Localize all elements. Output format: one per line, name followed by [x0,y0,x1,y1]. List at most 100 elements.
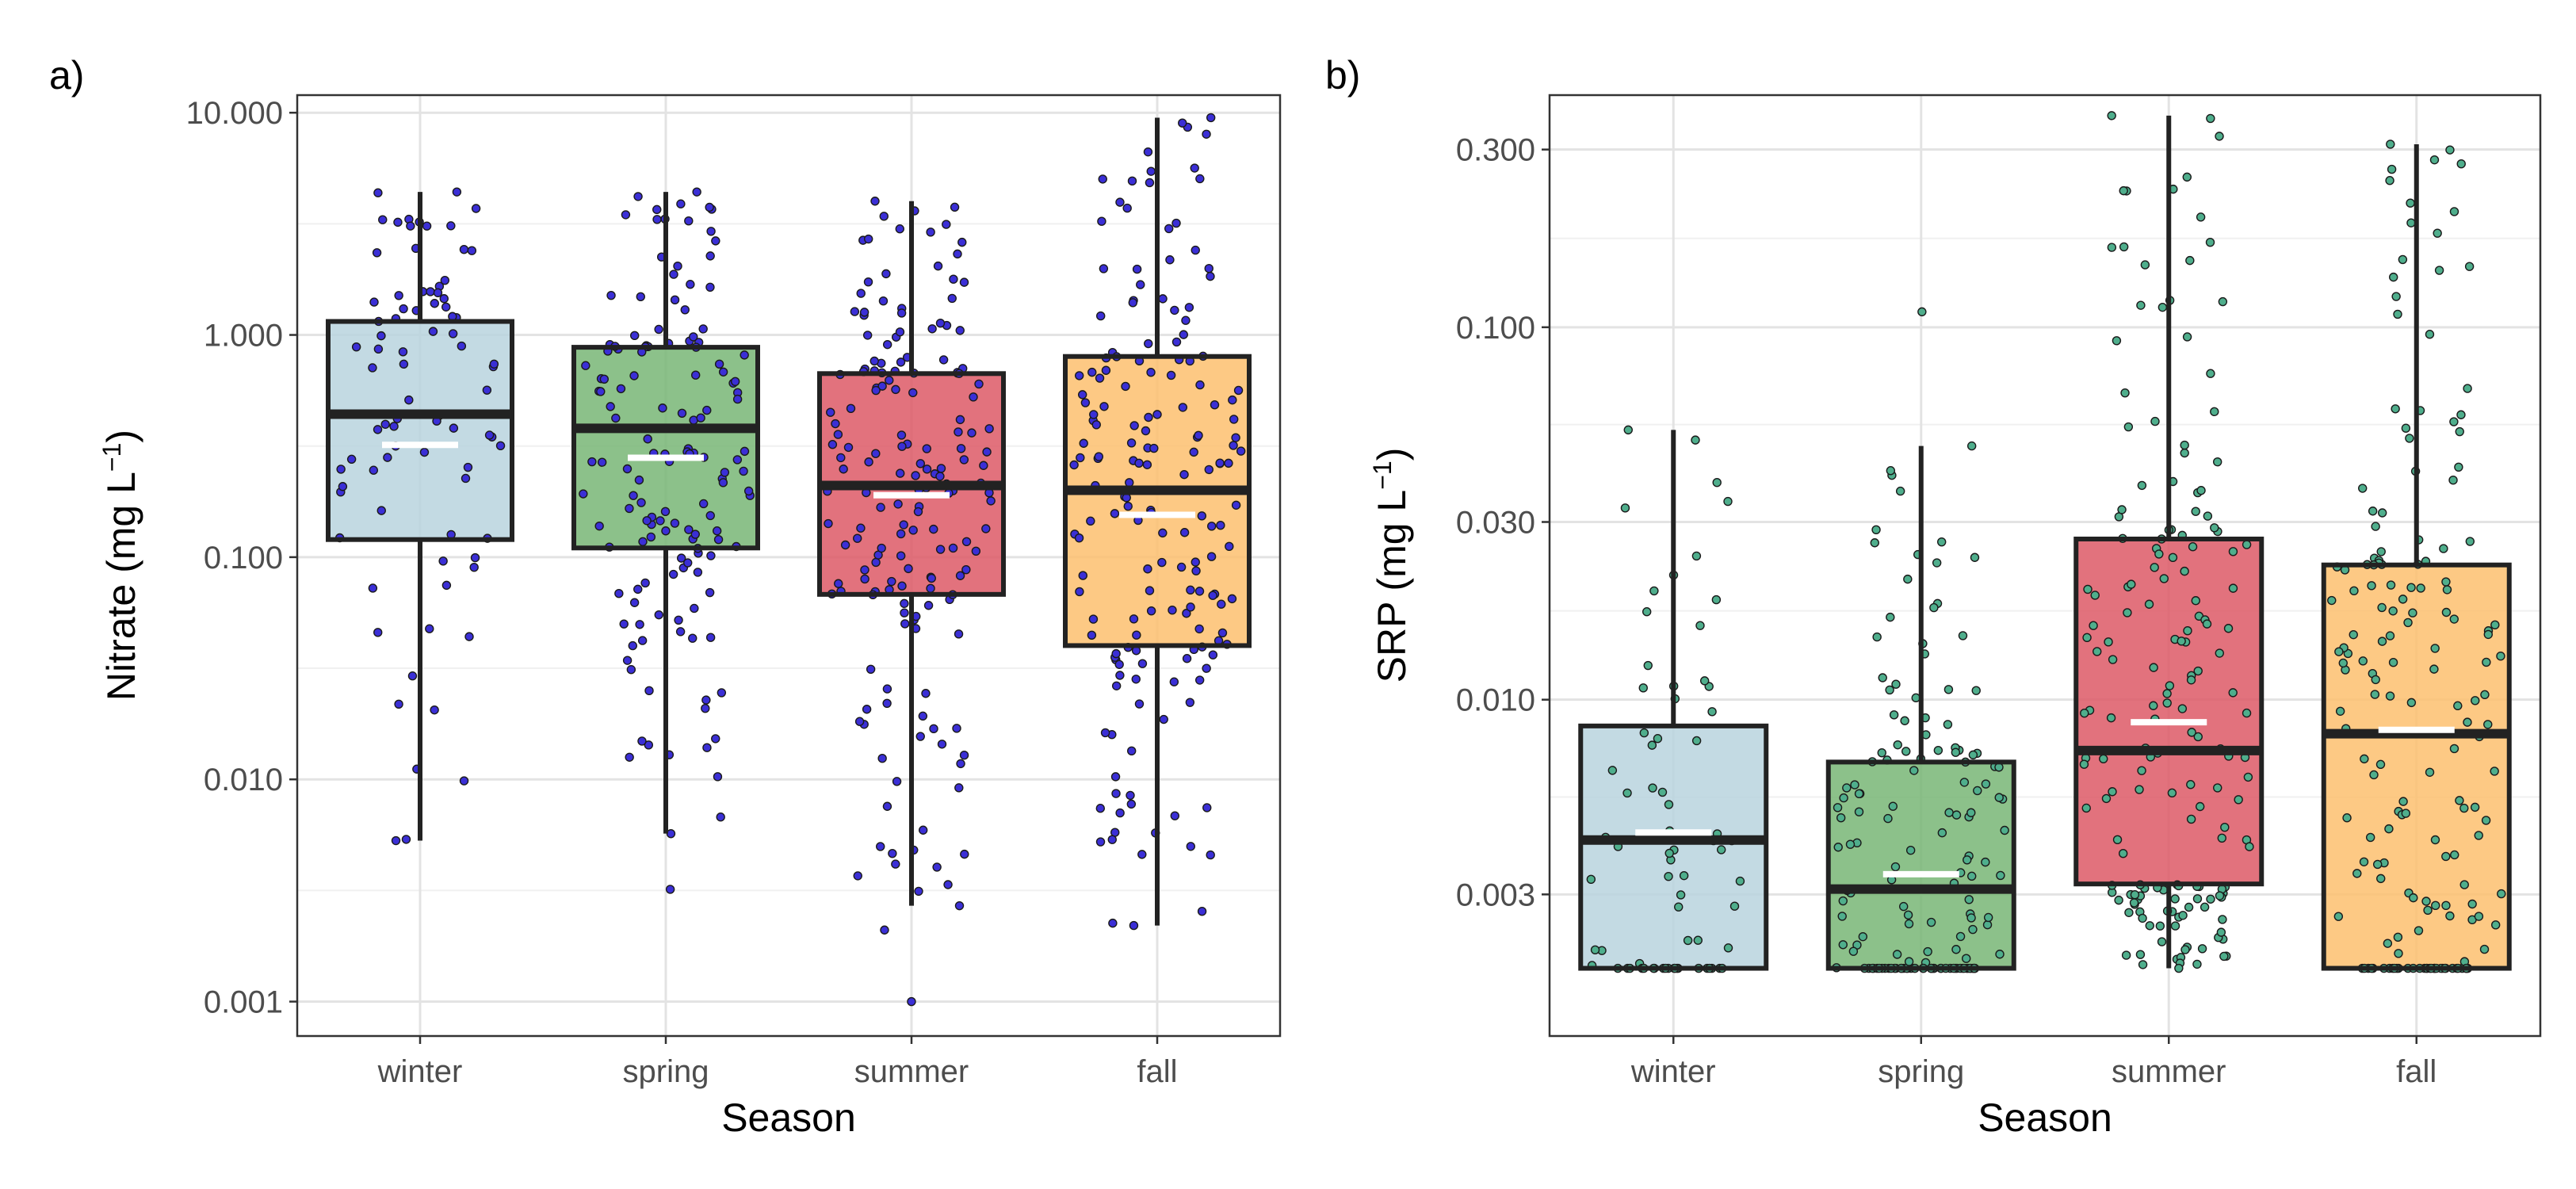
data-point [1858,931,1868,942]
data-point [674,615,683,625]
box-body-fall [2323,564,2509,969]
data-point [1607,766,1618,775]
data-point [2200,902,2210,912]
data-point [1964,895,1974,904]
y-axis-title-nitrate-sup: −1 [97,443,126,472]
data-point [2372,859,2383,870]
data-point [961,537,972,546]
data-point [2367,581,2376,591]
data-point [2149,663,2158,672]
data-point [956,444,966,453]
data-point [2423,905,2433,916]
data-point [1191,566,1201,575]
data-point [373,628,383,637]
y-axis-title-srp-name: SRP [1370,602,1414,682]
data-point [2223,624,2234,633]
data-point [2327,595,2337,606]
data-point [1622,788,1632,798]
data-point [693,568,703,577]
data-point [2456,159,2466,169]
data-point [2377,602,2387,613]
data-point [716,812,725,822]
data-point [2182,172,2192,182]
data-point [2178,911,2188,920]
data-point [2165,681,2175,690]
data-point [407,671,418,681]
data-point [860,574,869,584]
data-point [2112,336,2122,346]
data-point [981,524,991,533]
data-point [717,688,727,698]
data-point [2093,647,2102,656]
data-point [2154,549,2164,559]
box-spring [1825,307,2016,973]
data-point [880,925,889,935]
data-point [2120,388,2130,398]
data-point [394,291,403,300]
data-point [1586,874,1596,885]
data-point [688,633,698,643]
data-point [896,529,906,539]
data-point [1125,478,1134,487]
data-point [621,210,631,220]
data-point [369,465,379,475]
data-point [853,871,862,881]
box-winter [326,187,514,846]
data-point [658,403,667,413]
data-point [1184,303,1194,312]
data-point [2371,522,2380,531]
data-point [351,342,361,352]
data-point [1227,594,1237,604]
data-point [2370,690,2380,699]
data-point [2130,890,2140,900]
data-point [2371,675,2380,685]
data-point [1134,458,1144,468]
data-point [1729,901,1740,911]
data-point [368,583,378,593]
data-point [1096,311,1106,321]
data-point [2090,591,2100,600]
data-point [2080,708,2089,718]
data-point [1638,683,1648,693]
data-point [1210,400,1220,410]
data-point [482,385,492,395]
data-point [2429,664,2439,674]
data-point [1123,501,1133,511]
data-point [441,302,451,312]
data-point [489,359,499,369]
data-point [956,759,965,769]
data-point [840,540,850,550]
data-point [2391,292,2401,301]
data-point [2409,893,2418,903]
data-point [2352,869,2362,878]
data-point [1206,850,1215,860]
data-point [2483,629,2494,640]
data-point [1157,557,1167,568]
data-point [1126,746,1137,756]
data-point [2218,296,2228,307]
data-point [2448,476,2458,485]
data-point [2386,580,2396,590]
data-point [1837,912,1847,921]
data-point [441,580,452,591]
data-point [698,499,709,509]
data-point [616,384,626,394]
data-point [2220,822,2230,832]
data-point [705,510,715,521]
data-point [2375,759,2386,770]
data-point [705,282,715,292]
data-point [1648,783,1657,793]
data-point [670,518,680,528]
data-point [1996,870,2005,881]
data-point [2234,795,2243,805]
data-point [1194,430,1203,441]
data-point [661,526,671,536]
data-point [1143,147,1153,157]
data-point [1128,298,1137,308]
box-body-summer [2076,539,2262,885]
data-point [2114,895,2123,905]
data-point [2121,950,2131,960]
data-point [637,736,647,746]
data-point [1168,605,1177,615]
data-point [2385,176,2394,185]
